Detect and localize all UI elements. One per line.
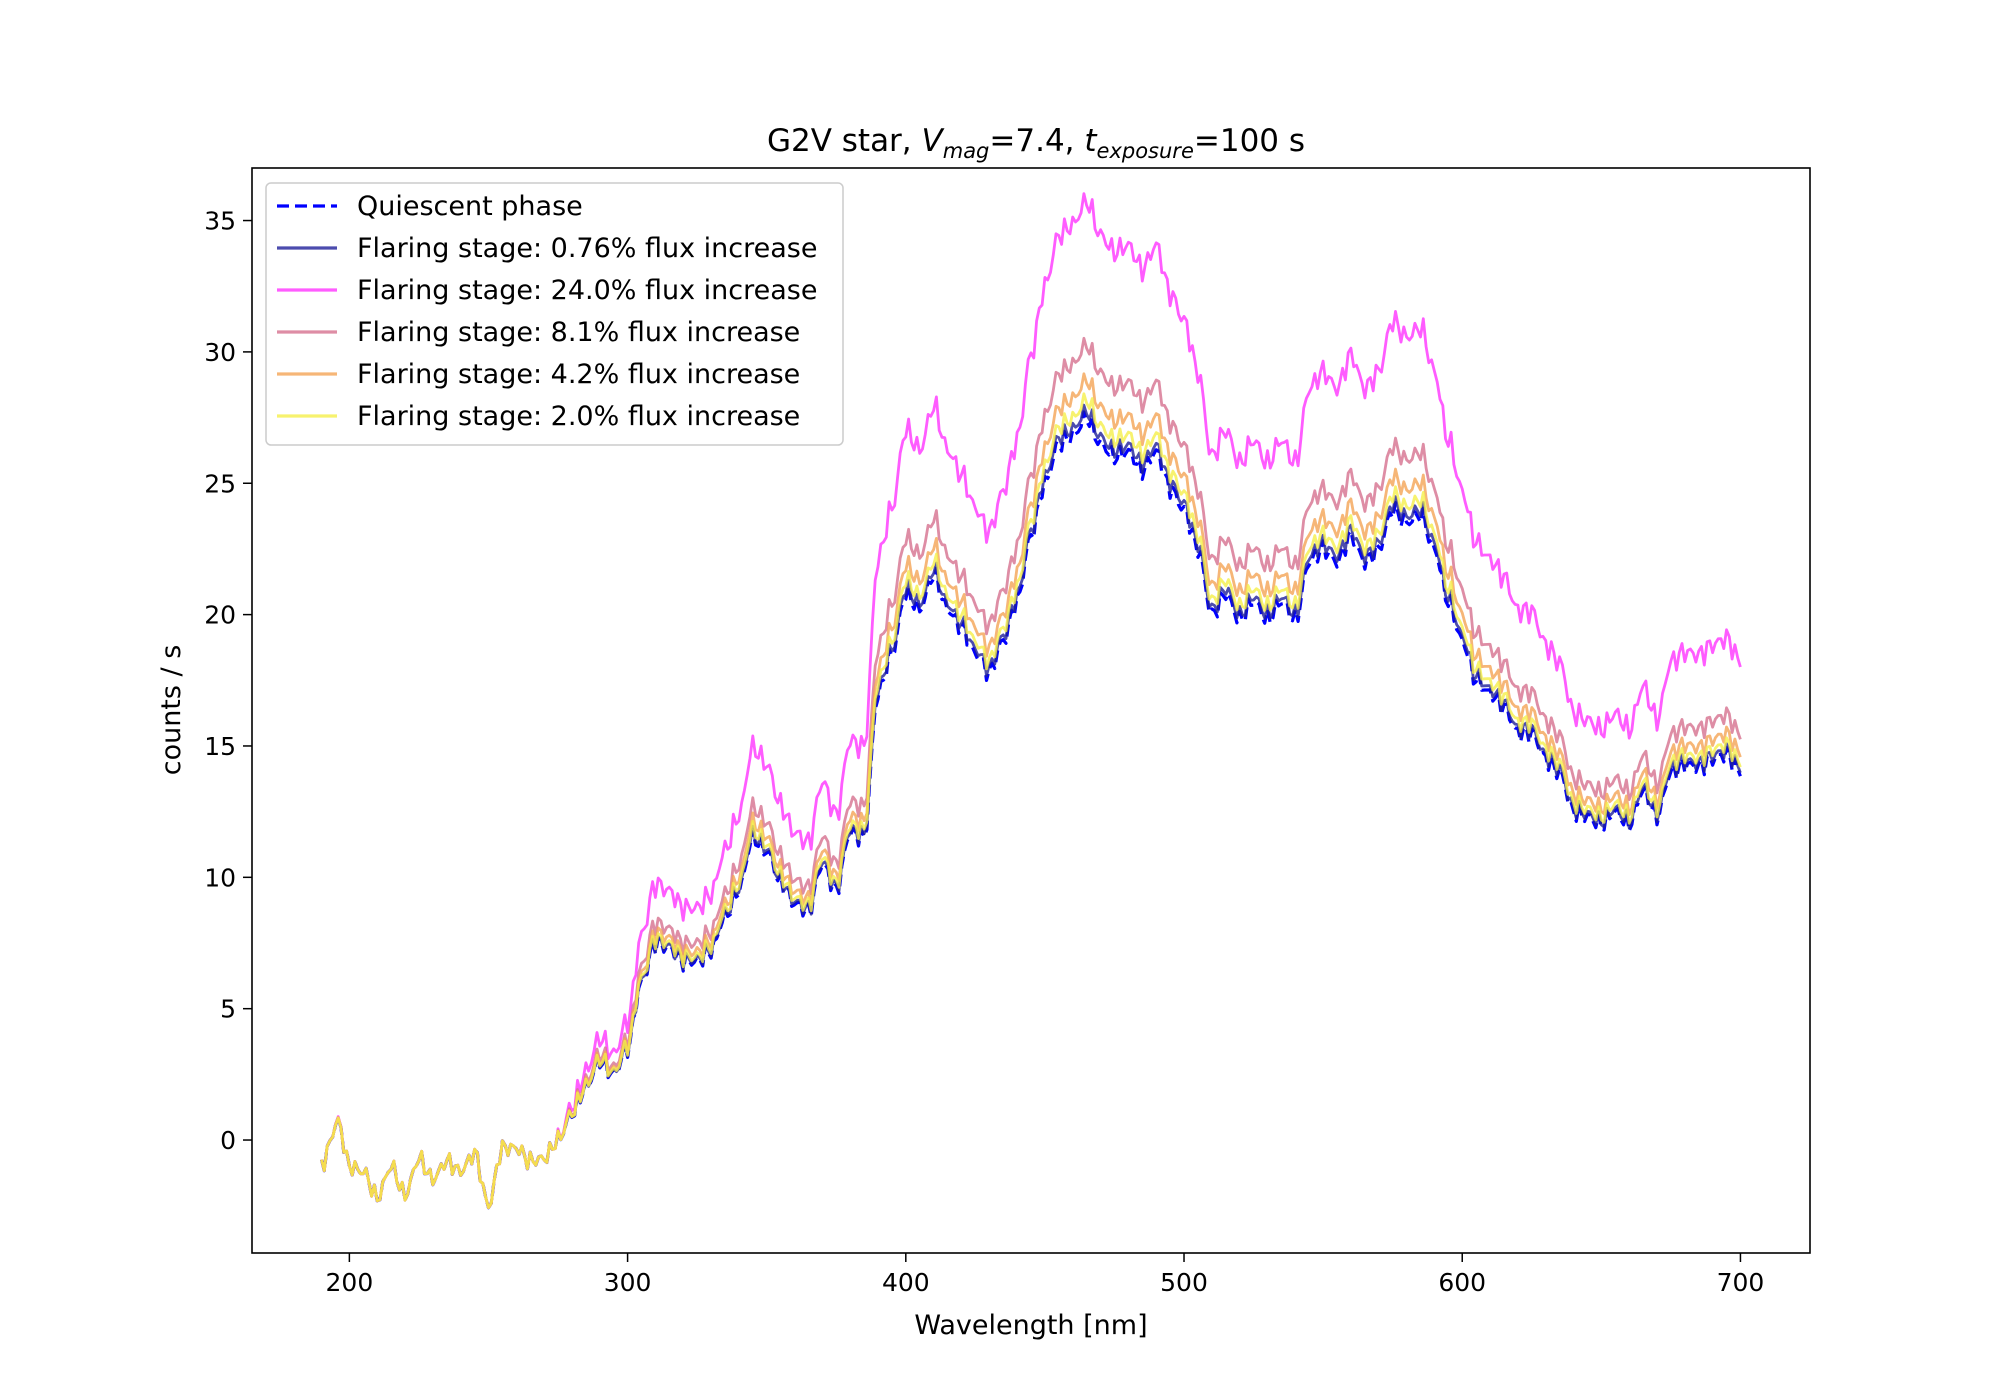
legend-label-2: Flaring stage: 24.0% flux increase [357,275,817,306]
series-line-1 [320,403,1742,1210]
y-axis-label: counts / s [156,645,187,776]
x-tick-label: 400 [882,1268,930,1297]
plot-frame [251,167,1811,1254]
x-axis-label: Wavelength [nm] [914,1310,1147,1341]
x-tick-label: 200 [326,1268,374,1297]
series-line-4 [320,372,1742,1210]
x-tick-label: 300 [604,1268,652,1297]
plot-lines [320,192,1742,1210]
x-axis-ticks: 200 300 400 500 600 700 [326,1253,1765,1297]
x-tick-label: 500 [1160,1268,1208,1297]
legend-box [265,182,844,446]
series-line-3 [320,336,1742,1210]
y-tick-label: 35 [204,207,236,236]
y-tick-label: 25 [204,469,236,498]
legend-label-0: Quiescent phase [357,191,583,222]
legend-label-1: Flaring stage: 0.76% flux increase [357,233,817,264]
y-axis-ticks: 0 5 10 15 20 25 30 35 [204,207,252,1155]
legend-label-4: Flaring stage: 4.2% flux increase [357,359,800,390]
y-tick-label: 5 [220,995,236,1024]
y-tick-label: 30 [204,338,236,367]
legend-label-5: Flaring stage: 2.0% flux increase [357,401,800,432]
legend-label-3: Flaring stage: 8.1% flux increase [357,317,800,348]
series-line-5 [320,392,1742,1210]
y-tick-label: 20 [204,601,236,630]
chart-title: G2V star, Vmag=7.4, texposure=100 s [767,123,1305,163]
y-tick-label: 10 [204,863,236,892]
y-tick-label: 0 [220,1126,236,1155]
x-tick-label: 600 [1438,1268,1486,1297]
y-tick-label: 15 [204,732,236,761]
series-line-2 [320,192,1742,1210]
legend: Quiescent phase Flaring stage: 0.76% flux… [265,182,844,446]
x-tick-label: 700 [1717,1268,1765,1297]
